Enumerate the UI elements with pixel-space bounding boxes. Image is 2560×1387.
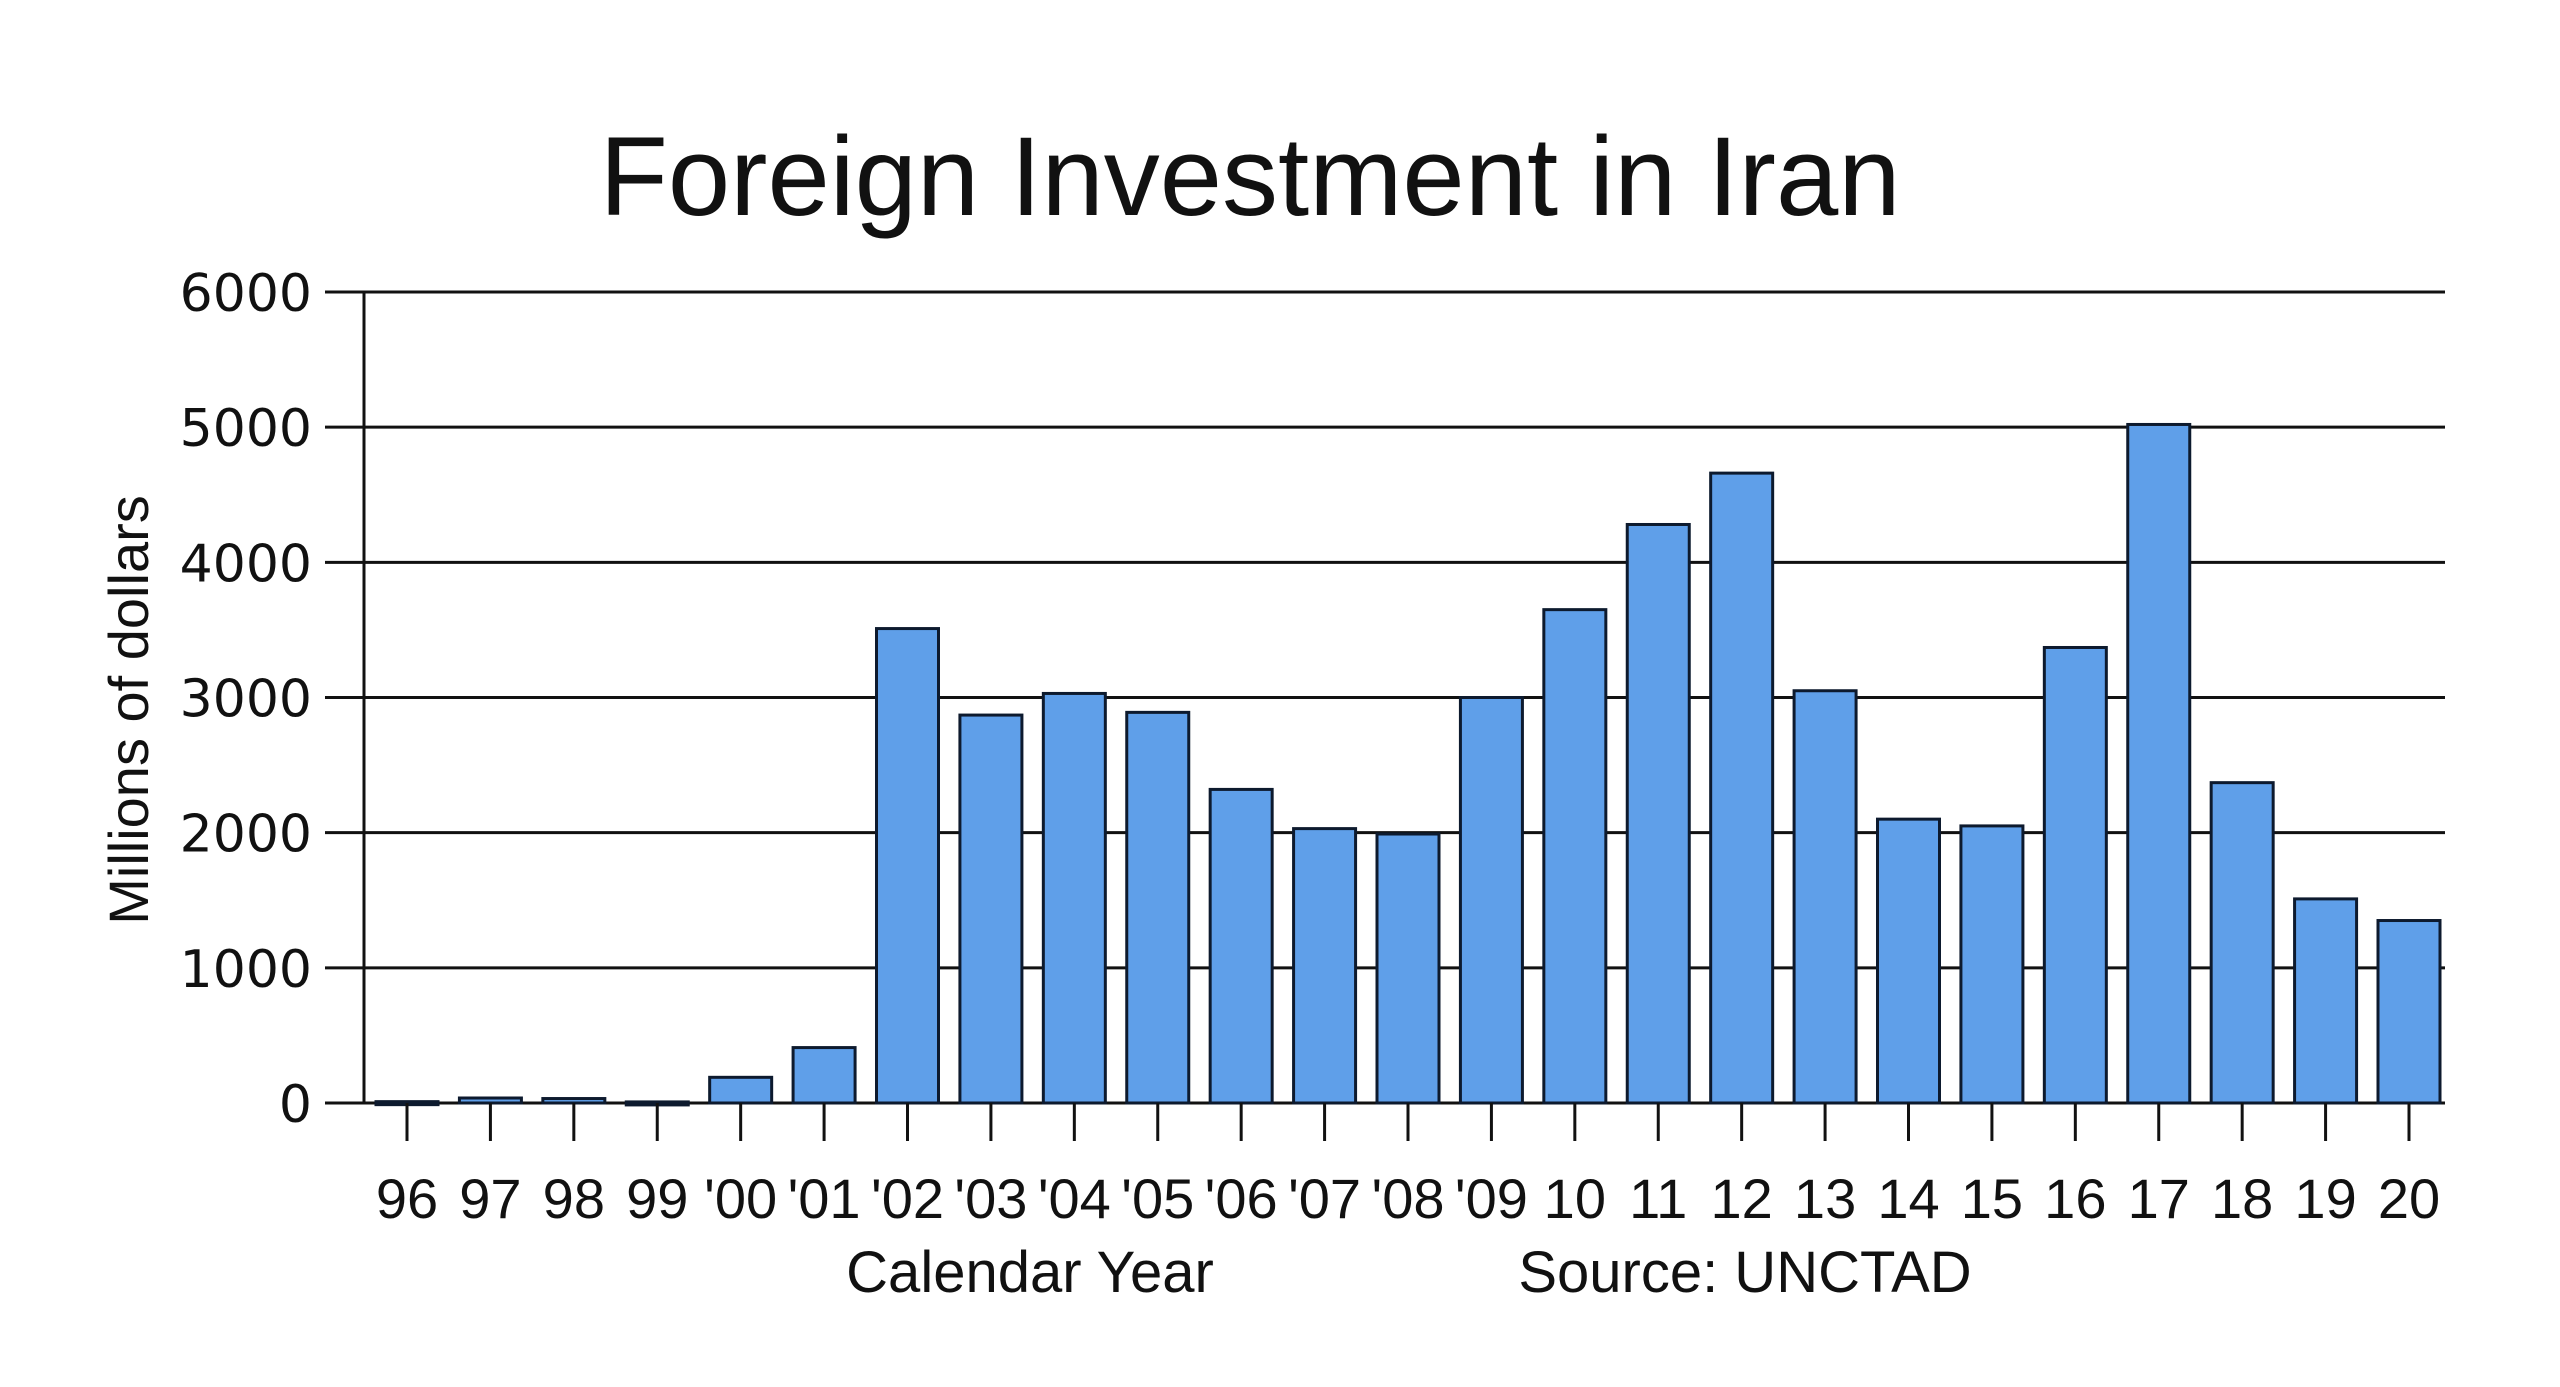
x-tick-label: '06 [1205, 1167, 1278, 1230]
x-axis-ticks: 96 97 98 99 '00'01'02'03'04'05'06'07'08'09 10… [376, 1103, 2440, 1230]
bar-04 [1041, 691, 1107, 1105]
y-axis-ticks: 0 1000 2000 3000 4000 5000 6000 [180, 264, 312, 1135]
chart-title: Foreign Investment in Iran [599, 114, 1900, 239]
bar-03 [958, 713, 1024, 1105]
source-note: Source: UNCTAD [1518, 1240, 1971, 1305]
x-tick-label: '00 [704, 1167, 777, 1230]
y-tick-label: 2000 [180, 805, 312, 865]
y-tick-label: 1000 [180, 940, 312, 1000]
x-tick-label: '09 [1455, 1167, 1528, 1230]
bar-06 [1208, 787, 1274, 1105]
bar-19 [2293, 897, 2359, 1105]
x-tick-label: '04 [1038, 1167, 1111, 1230]
x-tick-label: 11 [1629, 1167, 1687, 1230]
x-tick-label: 18 [2211, 1167, 2273, 1230]
bar-08 [1375, 832, 1441, 1105]
bar-02 [875, 627, 940, 1105]
x-tick-label: 16 [2044, 1167, 2106, 1230]
y-axis-label: Millions of dollars [97, 495, 160, 925]
x-tick-label: 19 [2294, 1167, 2356, 1230]
y-tick-label: 4000 [180, 534, 312, 594]
y-tick-label: 0 [279, 1075, 312, 1135]
y-tick-label: 6000 [180, 264, 312, 324]
x-tick-label: 15 [1961, 1167, 2023, 1230]
x-tick-label: '02 [871, 1167, 944, 1230]
bar-00 [708, 1075, 774, 1105]
bar-13 [1792, 689, 1858, 1105]
bar-17 [2126, 422, 2192, 1105]
bar-16 [2042, 645, 2108, 1105]
x-tick-label: 96 [376, 1167, 438, 1230]
x-tick-label: '05 [1121, 1167, 1194, 1230]
x-tick-label: 99 [626, 1167, 688, 1230]
x-tick-label: 98 [543, 1167, 605, 1230]
x-axis-label: Calendar Year [846, 1240, 1214, 1305]
bar-10 [1542, 608, 1608, 1105]
x-tick-label: '08 [1372, 1167, 1445, 1230]
y-tick-label: 5000 [180, 399, 312, 459]
x-tick-label: 17 [2128, 1167, 2190, 1230]
y-tick-label: 3000 [180, 670, 312, 730]
bar-05 [1125, 710, 1191, 1105]
x-tick-label: '03 [954, 1167, 1027, 1230]
x-tick-label: 20 [2378, 1167, 2440, 1230]
x-tick-label: '01 [788, 1167, 861, 1230]
bar-14 [1876, 817, 1941, 1105]
bars [374, 422, 2442, 1107]
bar-18 [2209, 781, 2275, 1105]
x-tick-label: 13 [1794, 1167, 1856, 1230]
bar-09 [1458, 696, 1524, 1105]
bar-97 [457, 1096, 523, 1105]
x-tick-label: 12 [1711, 1167, 1773, 1230]
bar-01 [791, 1046, 857, 1105]
bar-07 [1292, 827, 1358, 1105]
bar-12 [1709, 471, 1775, 1105]
bar-98 [541, 1097, 607, 1105]
x-tick-label: 97 [459, 1167, 521, 1230]
bar-20 [2376, 919, 2442, 1105]
bar-11 [1625, 522, 1691, 1105]
bar-15 [1959, 824, 2025, 1105]
x-tick-label: '07 [1288, 1167, 1361, 1230]
x-tick-label: 10 [1544, 1167, 1606, 1230]
x-tick-label: 14 [1877, 1167, 1939, 1230]
